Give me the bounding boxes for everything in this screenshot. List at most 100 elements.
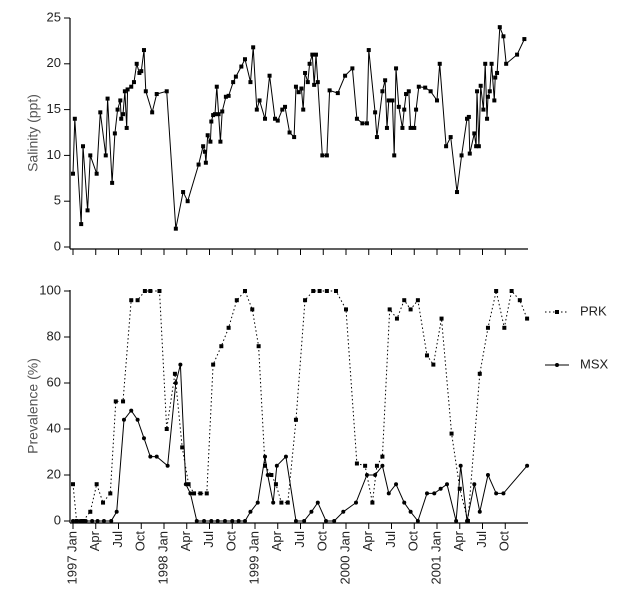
data-point: [103, 153, 108, 158]
data-point: [209, 119, 214, 124]
data-point: [280, 107, 285, 112]
data-point: [487, 89, 492, 94]
legend-marker: [555, 310, 559, 314]
data-point: [394, 482, 399, 487]
data-point: [360, 121, 365, 126]
data-point: [501, 491, 506, 496]
data-point: [303, 298, 308, 303]
x-tick-label: Oct: [224, 531, 239, 552]
data-point: [101, 500, 106, 505]
data-point: [129, 84, 134, 89]
data-point: [332, 519, 337, 523]
data-point: [386, 98, 391, 103]
data-point: [265, 473, 270, 477]
data-point: [164, 427, 169, 431]
data-point: [432, 491, 437, 496]
data-point: [188, 491, 193, 496]
data-point: [312, 82, 317, 87]
data-point: [408, 509, 413, 514]
data-point: [354, 116, 359, 121]
data-point: [320, 153, 325, 158]
data-point: [269, 473, 274, 477]
data-point: [83, 519, 88, 523]
data-point: [223, 94, 228, 99]
data-point: [274, 463, 279, 468]
data-point: [415, 519, 420, 523]
data-point: [139, 69, 144, 74]
data-point: [263, 463, 268, 468]
data-point: [202, 149, 207, 154]
data-point: [122, 89, 127, 94]
data-point: [296, 90, 301, 95]
data-point: [216, 112, 221, 117]
data-point: [222, 519, 227, 523]
data-point: [302, 519, 307, 523]
data-point: [214, 84, 219, 89]
data-point: [404, 92, 409, 97]
data-point: [220, 109, 225, 114]
data-point: [95, 519, 100, 523]
data-point: [485, 116, 490, 121]
data-point: [271, 500, 276, 505]
y-tick-label: 5: [54, 193, 61, 208]
x-tick-label: Jul: [292, 531, 307, 548]
data-point: [459, 153, 464, 158]
data-point: [218, 139, 223, 144]
data-point: [344, 307, 348, 312]
data-point: [483, 61, 488, 66]
data-point: [424, 491, 429, 496]
data-point: [472, 482, 477, 487]
data-point: [124, 125, 129, 130]
data-point: [148, 454, 153, 459]
data-point: [90, 519, 95, 523]
data-point: [493, 75, 498, 80]
data-point: [525, 463, 530, 468]
y-tick-label: 100: [39, 282, 61, 297]
data-point: [392, 153, 397, 158]
data-point: [438, 486, 443, 491]
data-point: [112, 131, 117, 136]
data-point: [465, 519, 470, 523]
data-point: [178, 362, 183, 367]
data-point: [396, 104, 401, 109]
data-point: [402, 500, 407, 505]
data-point: [275, 118, 280, 123]
x-tick-label: 1998 Jan: [155, 531, 170, 585]
data-point: [354, 500, 359, 505]
data-point: [186, 482, 191, 487]
data-point: [477, 371, 482, 376]
data-point: [226, 325, 231, 330]
data-point: [209, 519, 214, 523]
data-point: [449, 431, 454, 436]
data-point: [71, 482, 75, 487]
data-point: [445, 482, 450, 487]
data-point: [279, 500, 284, 505]
y-tick-label: 60: [47, 374, 61, 389]
data-point: [205, 133, 210, 138]
data-point: [467, 151, 472, 156]
data-point: [283, 104, 288, 109]
data-point: [305, 80, 310, 85]
data-point: [448, 135, 453, 140]
y-tick-label: 15: [47, 101, 61, 116]
x-tick-label: Apr: [269, 530, 284, 551]
data-line: [72, 27, 525, 229]
data-point: [121, 112, 126, 117]
data-point: [517, 298, 522, 303]
data-point: [501, 34, 506, 39]
data-point: [173, 226, 178, 231]
y-tick-label: 10: [47, 147, 61, 162]
data-point: [201, 144, 206, 149]
data-point: [435, 98, 439, 103]
x-tick-label: Jul: [474, 531, 489, 548]
y-tick-label: 0: [54, 512, 61, 527]
data-point: [412, 125, 417, 130]
y-tick-label: 80: [47, 328, 61, 343]
data-point: [242, 57, 247, 62]
data-point: [248, 80, 253, 85]
data-point: [208, 139, 213, 144]
data-point: [408, 307, 413, 312]
data-point: [402, 107, 407, 112]
data-point: [522, 37, 527, 42]
data-point: [141, 48, 146, 53]
